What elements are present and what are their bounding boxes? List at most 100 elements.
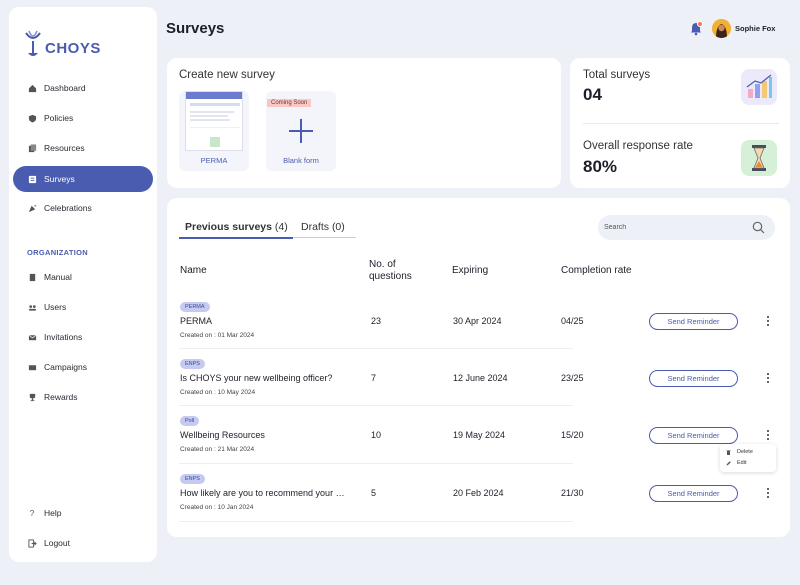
sidebar-item-manual[interactable]: Manual — [13, 264, 153, 290]
survey-type-tag: PERMA — [180, 302, 210, 312]
shield-icon — [27, 113, 37, 123]
expiry-date: 20 Feb 2024 — [453, 488, 504, 498]
completion-rate: 21/30 — [561, 488, 584, 498]
expiry-date: 19 May 2024 — [453, 430, 506, 440]
active-tab-indicator — [179, 237, 293, 239]
expiry-date: 12 June 2024 — [453, 373, 508, 383]
more-options-icon[interactable] — [765, 486, 771, 500]
sidebar-item-dashboard[interactable]: Dashboard — [13, 75, 153, 101]
sidebar-item-logout[interactable]: Logout — [13, 530, 153, 556]
sidebar-item-label: Surveys — [44, 174, 75, 184]
sidebar-item-campaigns[interactable]: Campaigns — [13, 354, 153, 380]
logo-icon — [25, 30, 41, 56]
logo-text: CHOYS — [45, 39, 101, 57]
trash-icon — [726, 449, 731, 455]
send-reminder-button[interactable]: Send Reminder — [649, 485, 738, 502]
row-divider — [179, 348, 573, 349]
total-surveys-value: 04 — [583, 85, 602, 104]
sidebar-item-resources[interactable]: Resources — [13, 135, 153, 161]
completion-rate: 04/25 — [561, 316, 584, 326]
expiry-date: 30 Apr 2024 — [453, 316, 502, 326]
trophy-icon — [27, 392, 37, 402]
create-survey-card: Create new survey PERMA Coming Soon Blan… — [167, 58, 561, 188]
column-header-line: No. of — [369, 259, 396, 270]
tab-divider — [293, 237, 356, 238]
question-count: 5 — [371, 488, 377, 498]
avatar[interactable] — [712, 19, 731, 38]
perma-template-card[interactable]: PERMA — [179, 91, 249, 171]
column-header-name[interactable]: Name — [180, 265, 207, 276]
sidebar-item-label: Manual — [44, 272, 72, 282]
table-row[interactable]: ENPS Is CHOYS your new wellbeing officer… — [179, 359, 775, 416]
sidebar-item-users[interactable]: Users — [13, 294, 153, 320]
menu-item-label: Delete — [737, 449, 753, 455]
more-options-icon[interactable] — [765, 371, 771, 385]
sidebar-item-policies[interactable]: Policies — [13, 105, 153, 131]
home-icon — [27, 83, 37, 93]
completion-rate: 15/20 — [561, 430, 584, 440]
column-header-expiring[interactable]: Expiring — [452, 265, 489, 276]
search-icon[interactable] — [752, 221, 765, 234]
completion-rate: 23/25 — [561, 373, 584, 383]
sidebar-item-label: Policies — [44, 113, 74, 123]
search-input[interactable] — [604, 220, 744, 235]
party-icon — [27, 203, 37, 213]
page-title: Surveys — [166, 20, 225, 37]
tab-previous-surveys[interactable]: Previous surveys (4) — [185, 221, 288, 233]
survey-type-tag: ENPS — [180, 474, 205, 484]
row-divider — [179, 521, 573, 522]
more-options-icon[interactable] — [765, 428, 771, 442]
hourglass-icon — [741, 140, 777, 176]
survey-created-date: Created on : 01 Mar 2024 — [180, 332, 255, 339]
sidebar-item-surveys[interactable]: Surveys — [13, 166, 153, 192]
sidebar-item-rewards[interactable]: Rewards — [13, 384, 153, 410]
sidebar-item-label: Invitations — [44, 332, 83, 342]
sidebar-item-help[interactable]: ? Help — [13, 500, 153, 526]
total-surveys-label: Total surveys — [583, 69, 651, 81]
column-header-line: questions — [369, 271, 412, 282]
menu-item-delete[interactable]: Delete — [726, 449, 753, 455]
survey-type-tag: Poll — [180, 416, 200, 426]
organization-section-label: ORGANIZATION — [27, 248, 88, 257]
sidebar-item-label: Rewards — [44, 392, 78, 402]
logout-icon — [27, 538, 37, 548]
survey-icon — [27, 174, 37, 184]
sidebar-item-label: Help — [44, 508, 62, 518]
row-context-menu: Delete Edit — [720, 444, 776, 472]
question-count: 23 — [371, 316, 382, 326]
sidebar-item-celebrations[interactable]: Celebrations — [13, 195, 153, 221]
campaign-icon — [27, 362, 37, 372]
row-divider — [179, 463, 573, 464]
survey-created-date: Created on : 10 May 2024 — [180, 389, 256, 396]
create-survey-title: Create new survey — [179, 69, 275, 81]
column-header-questions[interactable]: No. of questions — [369, 259, 412, 283]
send-reminder-button[interactable]: Send Reminder — [649, 370, 738, 387]
more-options-icon[interactable] — [765, 314, 771, 328]
send-reminder-button[interactable]: Send Reminder — [649, 427, 738, 444]
choys-logo[interactable]: CHOYS — [23, 29, 101, 59]
question-count: 7 — [371, 373, 377, 383]
blank-form-label: Blank form — [283, 156, 319, 165]
column-header-completion[interactable]: Completion rate — [561, 265, 632, 276]
book-icon — [27, 272, 37, 282]
table-row[interactable]: ENPS How likely are you to recommend you… — [179, 474, 775, 531]
send-reminder-button[interactable]: Send Reminder — [649, 313, 738, 330]
tab-label: Previous surveys — [185, 221, 272, 233]
tab-label: Drafts — [301, 221, 330, 233]
sidebar-item-invitations[interactable]: Invitations — [13, 324, 153, 350]
table-row[interactable]: PERMA PERMA Created on : 01 Mar 2024 23 … — [179, 302, 775, 359]
sidebar-item-label: Logout — [44, 538, 70, 548]
notification-badge — [697, 21, 703, 27]
menu-item-edit[interactable]: Edit — [726, 460, 746, 466]
mail-icon — [27, 332, 37, 342]
users-icon — [27, 302, 37, 312]
user-name[interactable]: Sophie Fox — [735, 24, 776, 33]
response-rate-label: Overall response rate — [583, 140, 693, 152]
sidebar-item-label: Campaigns — [44, 362, 87, 372]
tab-drafts[interactable]: Drafts (0) — [301, 221, 345, 233]
blank-form-card[interactable]: Coming Soon Blank form — [266, 91, 336, 171]
table-row[interactable]: Poll Wellbeing Resources Created on : 21… — [179, 416, 775, 473]
surveys-list-card: Previous surveys (4) Drafts (0) Name No.… — [167, 198, 790, 537]
plus-icon — [289, 119, 313, 143]
stats-divider — [583, 123, 779, 124]
